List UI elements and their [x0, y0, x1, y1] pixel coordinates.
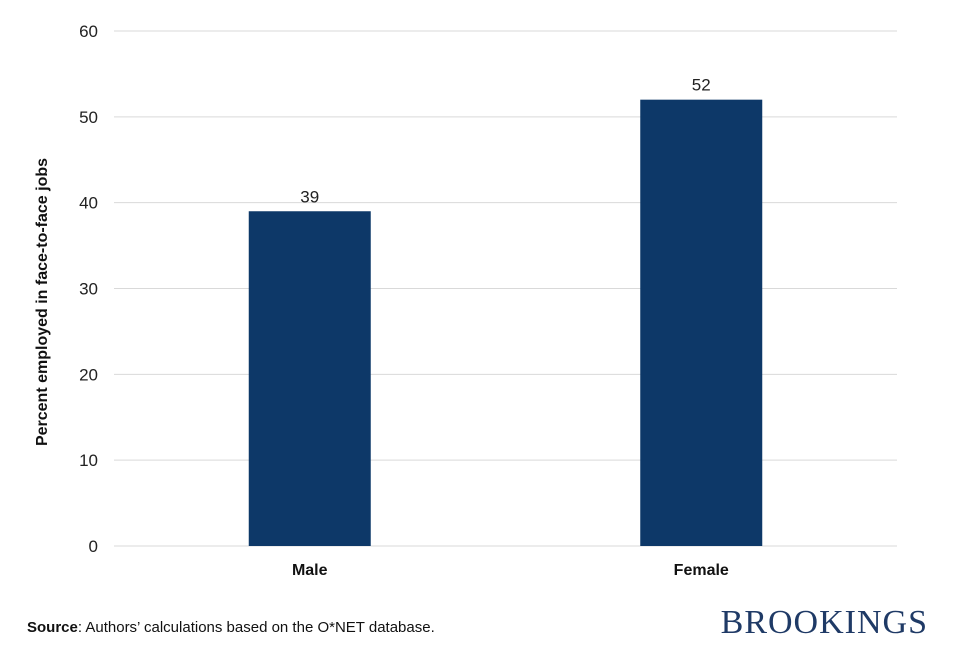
data-labels: 39 52	[300, 76, 710, 207]
gridlines	[114, 30, 897, 547]
bars	[248, 99, 763, 547]
y-tick-label: 40	[79, 194, 98, 213]
bar-male	[248, 211, 371, 546]
x-axis-categories: Male Female	[292, 562, 729, 579]
data-label-female: 52	[692, 76, 711, 95]
y-tick-label: 50	[79, 108, 98, 127]
y-axis-title: Percent employed in face-to-face jobs	[34, 158, 51, 446]
y-tick-label: 20	[79, 365, 98, 384]
bar-female	[640, 99, 763, 547]
y-tick-label: 30	[79, 280, 98, 299]
x-category-label-male: Male	[292, 562, 328, 579]
x-category-label-female: Female	[674, 562, 729, 579]
bar-chart: 0 10 20 30 40 50 60 39 52 Male Female Percent em…	[34, 22, 897, 579]
source-note: Source: Authors’ calculations based on t…	[27, 619, 435, 636]
data-label-male: 39	[300, 187, 319, 206]
y-tick-label: 60	[79, 22, 98, 41]
source-text: : Authors’ calculations based on the O*N…	[77, 619, 435, 636]
y-tick-label: 10	[79, 451, 98, 470]
brookings-logo: BROOKINGS	[720, 604, 928, 641]
y-tick-label: 0	[89, 537, 98, 556]
source-label: Source	[27, 619, 78, 636]
y-axis-ticks: 0 10 20 30 40 50 60	[79, 22, 98, 556]
